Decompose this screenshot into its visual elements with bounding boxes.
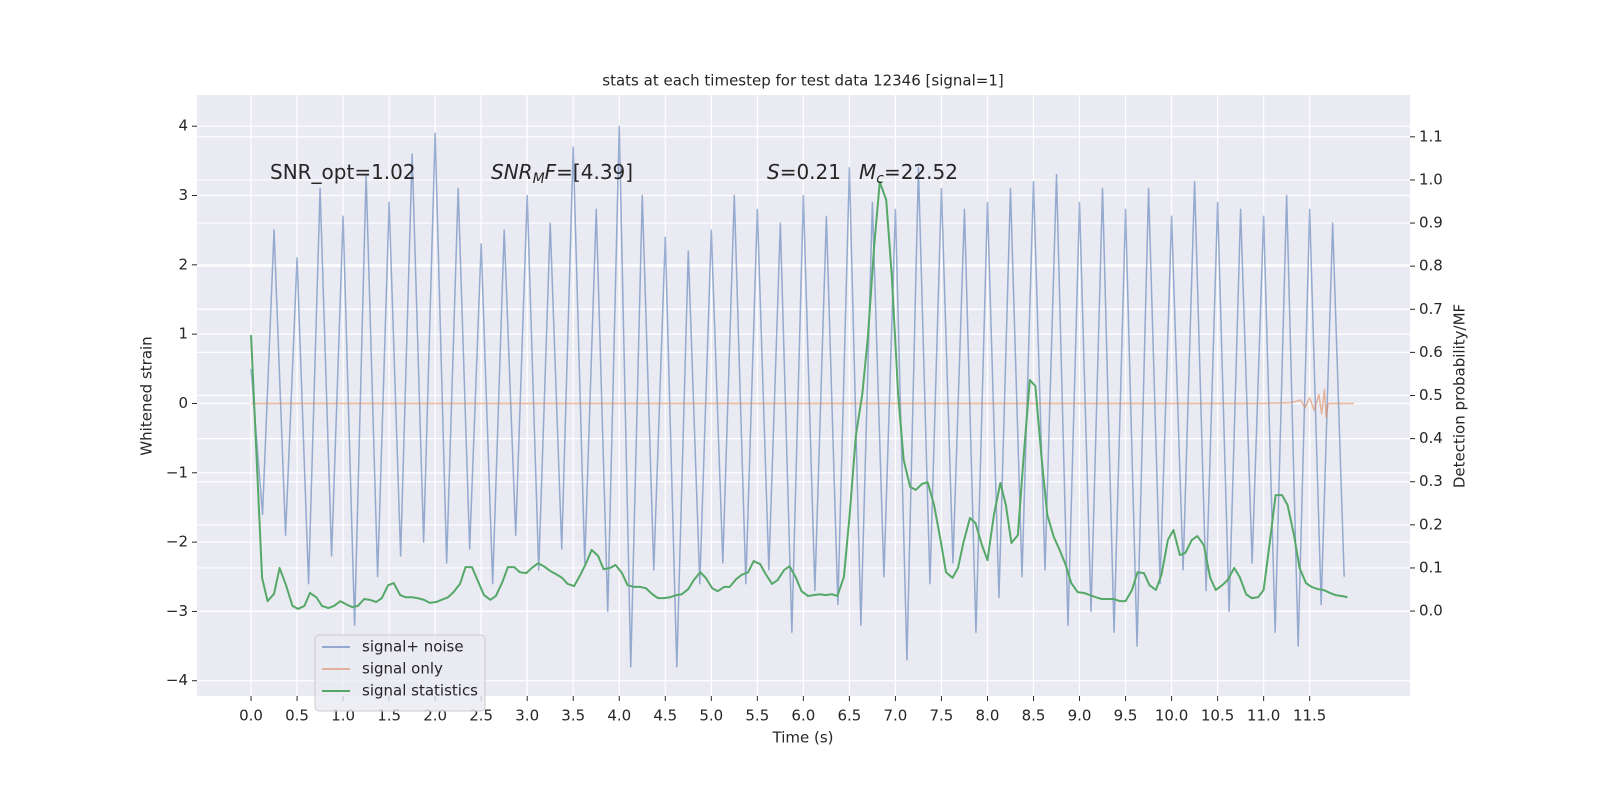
y2-tick-label: 0.5 bbox=[1419, 386, 1443, 404]
y2-tick-label: 1.1 bbox=[1419, 127, 1443, 145]
x-tick-label: 0.0 bbox=[239, 707, 263, 725]
legend-label: signal only bbox=[362, 660, 443, 678]
x-tick-label: 4.5 bbox=[653, 707, 677, 725]
annotation-part: S bbox=[767, 160, 780, 184]
series-line bbox=[250, 181, 1348, 610]
chart-title: stats at each timestep for test data 123… bbox=[602, 72, 1003, 90]
x-tick-label: 9.0 bbox=[1068, 707, 1092, 725]
annotation-part: =22.52 bbox=[884, 160, 958, 184]
annotation-part: SNR bbox=[491, 160, 533, 184]
y2-tick-label: 0.7 bbox=[1419, 300, 1443, 318]
y2-axis-label: Detection probability/MF bbox=[1451, 304, 1469, 488]
y-axis-label: Whitened strain bbox=[138, 336, 156, 455]
series-line bbox=[250, 125, 1345, 668]
x-tick-label: 6.5 bbox=[837, 707, 861, 725]
y-tick-label: 1 bbox=[178, 325, 188, 343]
y2-tick-label: 0.4 bbox=[1419, 429, 1443, 447]
x-axis-label: Time (s) bbox=[772, 729, 834, 747]
x-tick-label: 0.5 bbox=[285, 707, 309, 725]
annotation-part: M bbox=[533, 171, 545, 187]
x-tick-label: 3.5 bbox=[561, 707, 585, 725]
y2-tick-label: 0.9 bbox=[1419, 214, 1443, 232]
x-tick-label: 11.5 bbox=[1293, 707, 1326, 725]
y-tick-label: −3 bbox=[166, 602, 188, 620]
y2-tick-label: 0.6 bbox=[1419, 343, 1443, 361]
y-tick-label: 0 bbox=[178, 394, 188, 412]
y2-tick-label: 0.0 bbox=[1419, 602, 1443, 620]
x-tick-label: 11.0 bbox=[1247, 707, 1280, 725]
y-tick-label: 4 bbox=[178, 117, 188, 135]
annotation: S=0.21 bbox=[767, 160, 841, 184]
y2-tick-label: 0.2 bbox=[1419, 515, 1443, 533]
annotation: Mc=22.52 bbox=[859, 160, 958, 188]
series-line bbox=[251, 388, 1354, 419]
x-tick-label: 7.0 bbox=[883, 707, 907, 725]
annotation-part: M bbox=[859, 160, 876, 184]
y2-tick-label: 0.3 bbox=[1419, 472, 1443, 490]
annotations: SNR_opt=1.02 SNRMF=[4.39] S=0.21 Mc=22.52 bbox=[270, 160, 958, 188]
x-tick-label: 5.5 bbox=[745, 707, 769, 725]
y2-tick-label: 0.1 bbox=[1419, 558, 1443, 576]
y-tick-label: 3 bbox=[178, 186, 188, 204]
x-tick-label: 10.5 bbox=[1201, 707, 1234, 725]
x-tick-label: 7.5 bbox=[930, 707, 954, 725]
marks bbox=[250, 125, 1354, 668]
y-tick-label: −4 bbox=[166, 671, 188, 689]
y2-tick-label: 0.8 bbox=[1419, 257, 1443, 275]
annotation-part: =[4.39] bbox=[556, 160, 633, 184]
grid bbox=[197, 95, 1410, 696]
y-tick-label: −1 bbox=[166, 463, 188, 481]
annotation-part: SNR_opt=1.02 bbox=[270, 160, 416, 184]
x-tick-label: 5.0 bbox=[699, 707, 723, 725]
legend-label: signal statistics bbox=[362, 682, 478, 700]
x-tick-label: 3.0 bbox=[515, 707, 539, 725]
x-tick-label: 4.0 bbox=[607, 707, 631, 725]
x-tick-label: 10.0 bbox=[1155, 707, 1188, 725]
y-tick-label: −2 bbox=[166, 533, 188, 551]
annotation-part: c bbox=[876, 171, 884, 187]
annotation-part: F bbox=[545, 160, 557, 184]
legend-box bbox=[314, 634, 486, 712]
annotation: SNRMF=[4.39] bbox=[491, 160, 633, 188]
x-tick-label: 9.5 bbox=[1114, 707, 1138, 725]
x-tick-label: 6.0 bbox=[791, 707, 815, 725]
legend-label: signal+ noise bbox=[362, 638, 464, 656]
y2-tick-label: 1.0 bbox=[1419, 170, 1443, 188]
annotation-part: =0.21 bbox=[780, 160, 841, 184]
x-tick-label: 8.5 bbox=[1022, 707, 1046, 725]
y-tick-label: 2 bbox=[178, 255, 188, 273]
x-tick-label: 8.0 bbox=[976, 707, 1000, 725]
legend: signal+ noise signal only signal statistic… bbox=[314, 634, 486, 712]
annotation: SNR_opt=1.02 bbox=[270, 160, 416, 184]
ticks: 0.0 0.5 1.0 1.5 2.0 2.5 3.0 3.5 4.0 4.5 5.0 5.5 6.0 6… bbox=[166, 117, 1443, 725]
